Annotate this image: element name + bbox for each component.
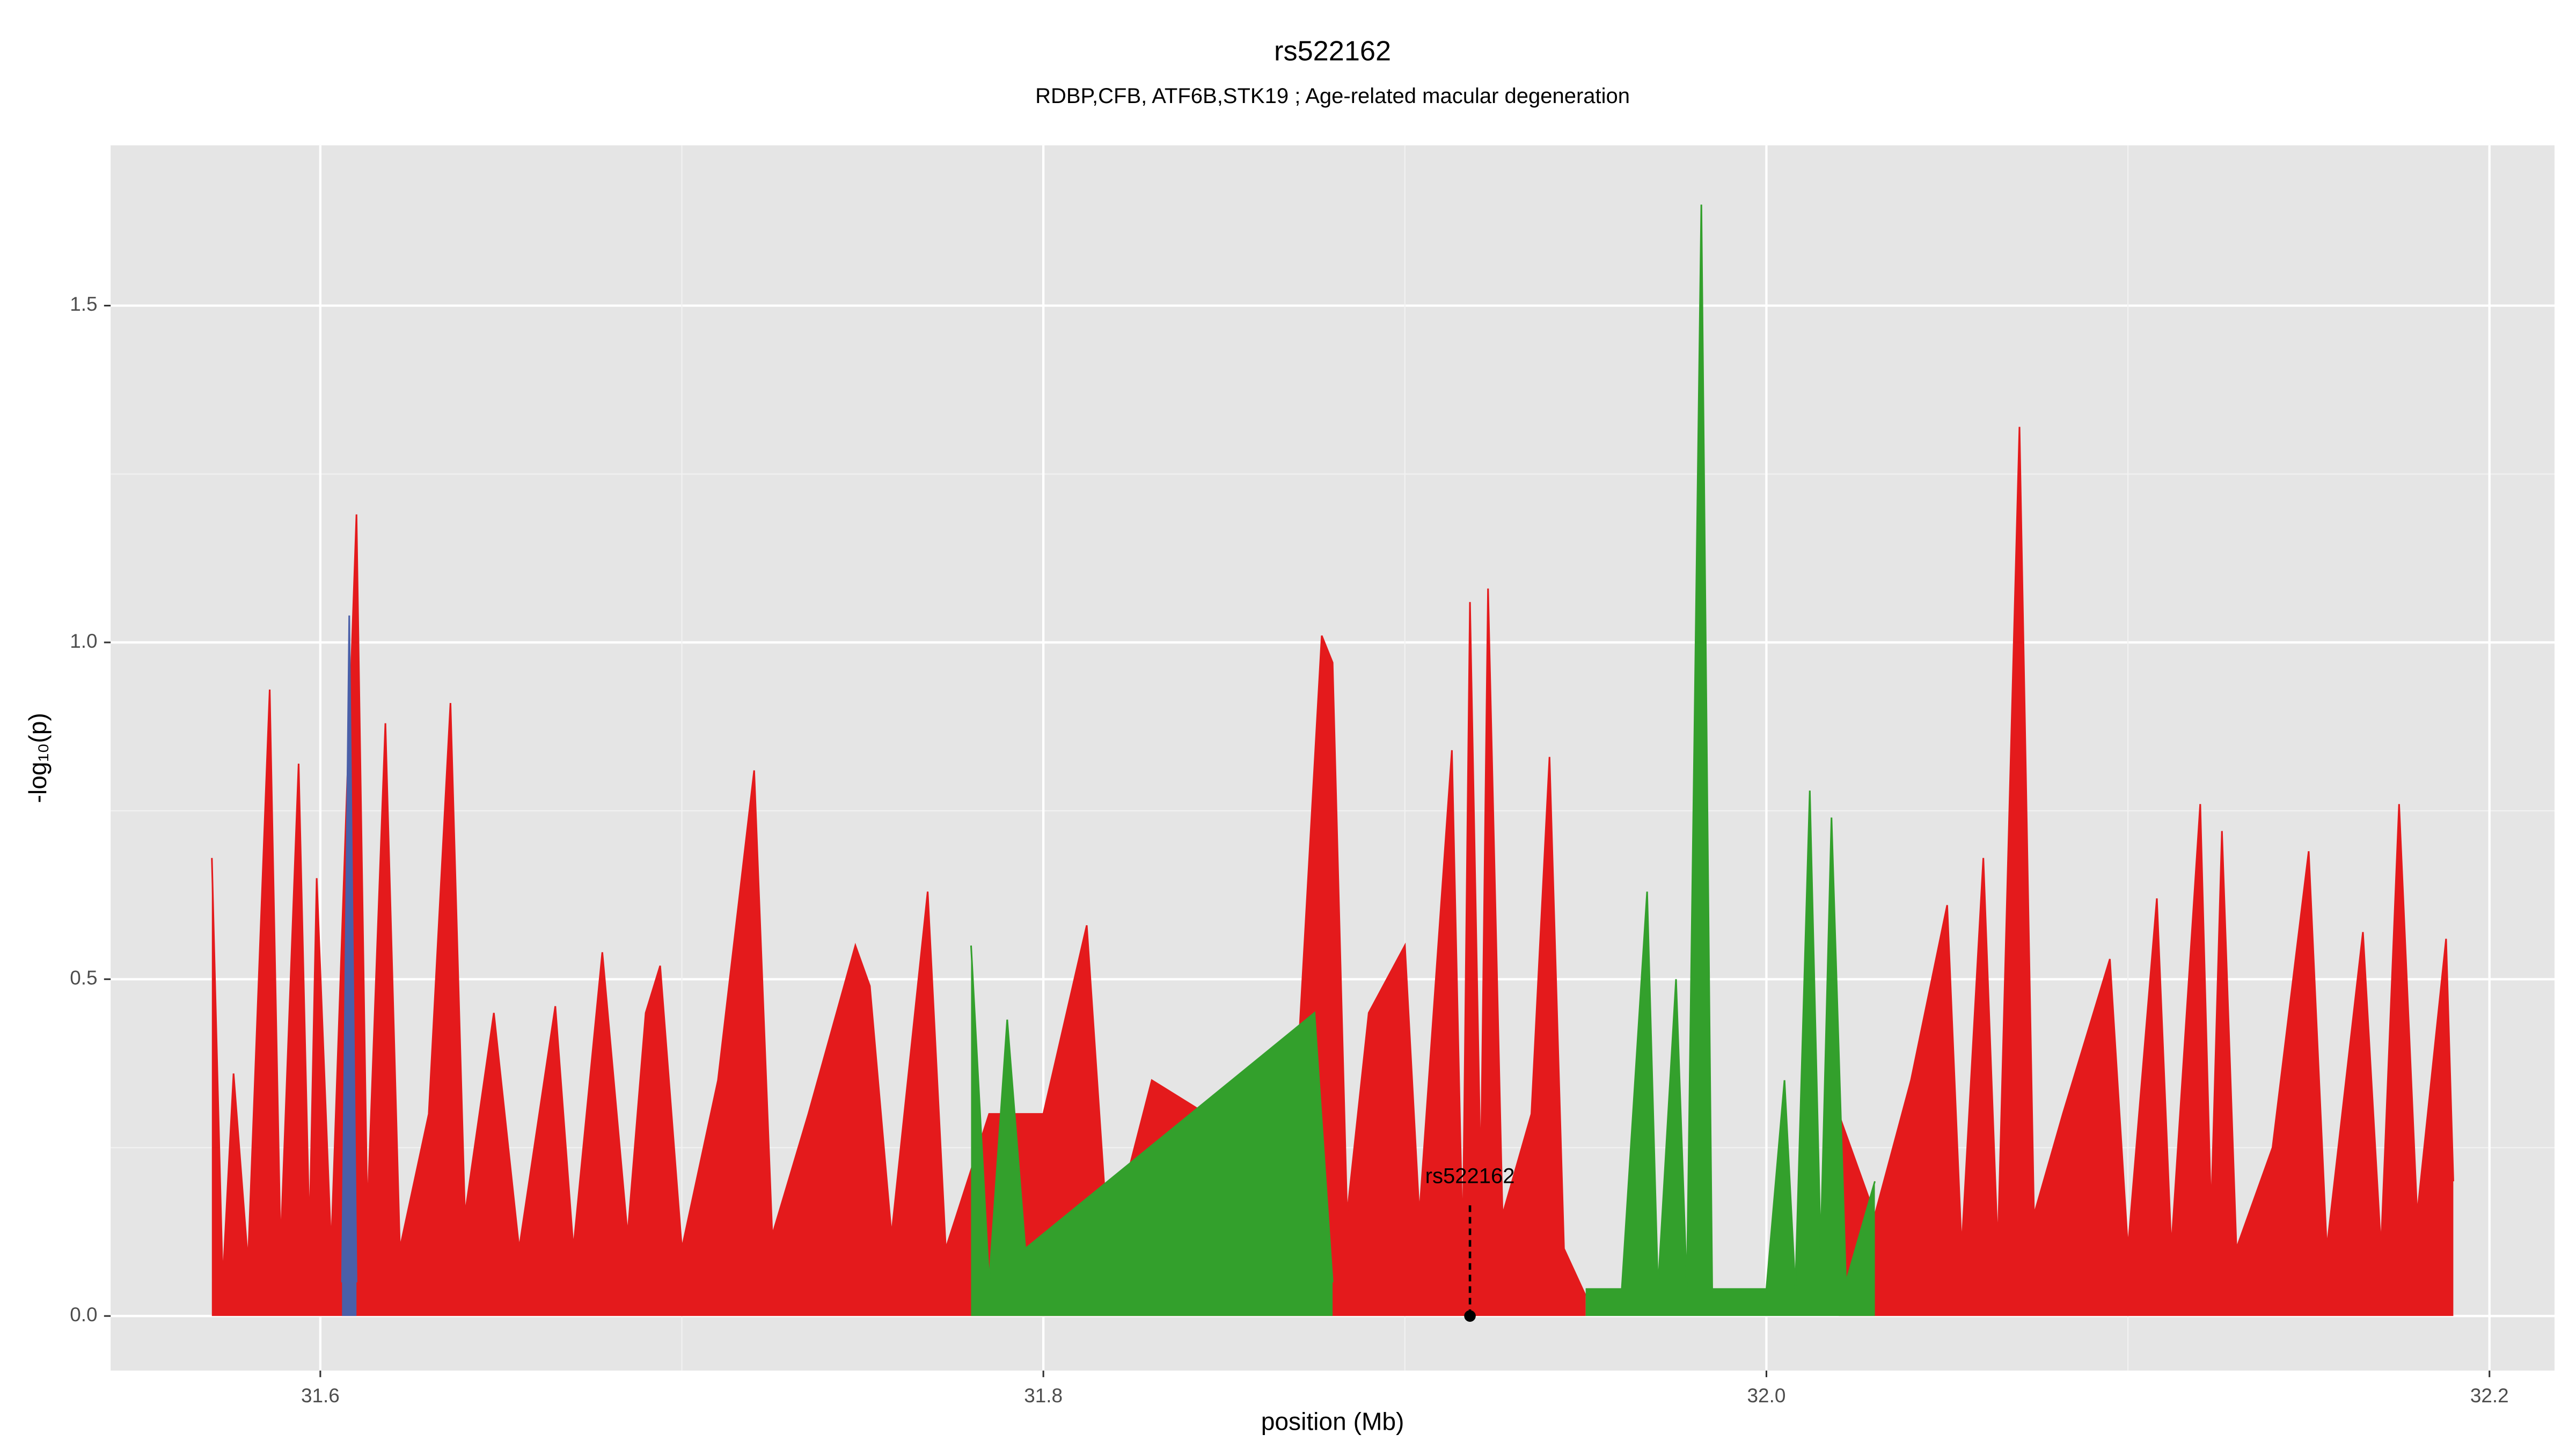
x-tick-label: 31.6 — [301, 1385, 340, 1407]
annotation-label: rs522162 — [1425, 1164, 1515, 1188]
y-tick-label: 0.5 — [70, 967, 97, 989]
x-tick-label: 32.2 — [2470, 1385, 2509, 1407]
area-fill — [971, 204, 1875, 1316]
x-axis-label: position (Mb) — [1261, 1407, 1404, 1435]
chart-subtitle: RDBP,CFB, ATF6B,STK19 ; Age-related macu… — [1035, 84, 1630, 108]
x-tick-label: 31.8 — [1024, 1385, 1063, 1407]
marks — [211, 204, 2454, 1316]
annotation-point — [1464, 1310, 1476, 1322]
y-axis-label: -log₁₀(p) — [24, 713, 52, 803]
area-line — [341, 615, 357, 1283]
y-tick-label: 1.5 — [70, 293, 97, 315]
y-tick-label: 0.0 — [70, 1304, 97, 1326]
area-fill — [211, 427, 2454, 1316]
area-fill — [342, 615, 357, 1316]
y-tick-label: 1.0 — [70, 630, 97, 652]
x-tick-label: 32.0 — [1747, 1385, 1786, 1407]
area-line — [970, 204, 1876, 1290]
chart-title: rs522162 — [1274, 35, 1391, 67]
